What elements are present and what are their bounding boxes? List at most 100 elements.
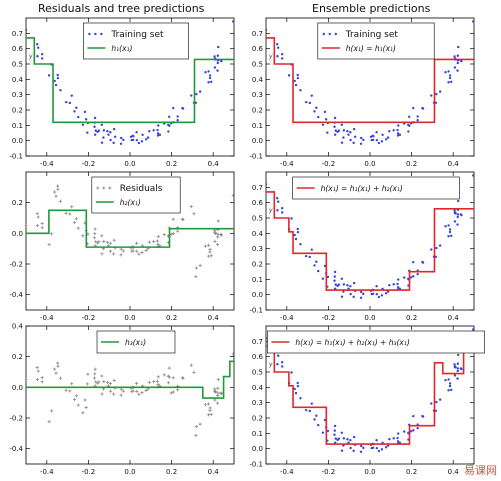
training-point [112, 141, 115, 145]
training-point [172, 106, 175, 110]
training-point [412, 275, 415, 278]
training-point [36, 46, 40, 49]
training-point [97, 129, 101, 132]
training-point [280, 365, 284, 368]
y-tick-label: 0.2 [12, 107, 23, 115]
training-point [40, 57, 44, 60]
training-point [340, 141, 344, 144]
training-point [456, 367, 460, 370]
training-point [293, 233, 296, 237]
training-point [430, 248, 433, 251]
training-point [100, 141, 104, 144]
training-point [323, 110, 327, 114]
training-point [280, 57, 284, 60]
training-point [434, 255, 438, 259]
training-point [276, 46, 280, 49]
training-point [137, 141, 141, 145]
training-point [102, 136, 105, 139]
training-point [326, 429, 330, 433]
legend-box [96, 330, 176, 354]
training-point [386, 290, 390, 293]
training-point [132, 134, 135, 138]
legend-label: Training set [110, 30, 164, 40]
training-point [129, 135, 133, 139]
training-point [360, 444, 363, 448]
training-point [276, 209, 279, 212]
training-point [447, 224, 450, 227]
training-point [435, 92, 438, 96]
training-point [434, 409, 438, 413]
y-tick-label: 0.6 [252, 199, 264, 207]
training-point [371, 446, 375, 449]
training-point [333, 424, 337, 428]
right-column-title: Ensemble predictions [312, 2, 431, 15]
training-point [64, 100, 68, 104]
y-tick-label: -0.1 [249, 307, 263, 315]
training-point [456, 362, 460, 365]
training-point [392, 283, 395, 286]
chart-panel-bottom-left: -0.4 -0.2 0.0 0.2 0.4 -0.4 -0.2 0.0 0.2 0.4 h₃(x₁) [9, 323, 235, 476]
training-point [371, 138, 375, 141]
training-point [135, 130, 138, 134]
x-tick-label: 0.0 [124, 468, 135, 476]
training-point [453, 211, 457, 215]
training-point [416, 118, 419, 122]
training-point [453, 365, 457, 369]
training-point [447, 378, 450, 381]
training-point [140, 140, 144, 143]
training-point [346, 284, 349, 287]
x-tick-label: 0.2 [166, 160, 177, 168]
training-point [26, 28, 28, 32]
training-point [384, 292, 388, 295]
y-tick-label: 0.4 [12, 323, 24, 331]
training-point [119, 142, 123, 145]
training-point [299, 242, 302, 246]
training-point [216, 54, 220, 57]
training-point [438, 244, 442, 247]
training-point [396, 132, 400, 135]
training-point [353, 135, 357, 138]
training-point [447, 389, 450, 392]
training-point [397, 124, 400, 127]
training-point [102, 129, 106, 132]
y-tick-label: 0.0 [12, 384, 23, 392]
x-tick-label: 0.4 [448, 468, 460, 476]
training-point [444, 225, 447, 228]
training-point [472, 328, 474, 331]
x-tick-label: 0.2 [166, 468, 177, 476]
training-point [276, 55, 279, 58]
training-point [372, 134, 375, 138]
training-point [386, 136, 390, 139]
training-point [430, 402, 433, 405]
training-point [349, 130, 352, 134]
training-point [371, 292, 375, 295]
training-point [333, 275, 336, 278]
y-axis-label: y [268, 53, 273, 60]
training-point [217, 45, 220, 49]
training-point [438, 398, 442, 401]
training-point [266, 182, 268, 186]
y-tick-label: 0.6 [252, 353, 264, 361]
training-point [375, 438, 378, 442]
x-tick-label: -0.2 [322, 314, 336, 322]
x-tick-label: 0.2 [406, 314, 417, 322]
training-point [84, 118, 88, 121]
training-point [396, 440, 400, 443]
training-point [412, 429, 415, 432]
training-point [360, 136, 363, 140]
training-point [450, 234, 453, 238]
training-point [304, 408, 308, 412]
training-point [83, 110, 87, 114]
training-point [412, 414, 415, 418]
training-point [447, 81, 450, 84]
y-tick-label: 0.4 [252, 384, 264, 392]
y-tick-label: 0.2 [12, 353, 23, 361]
training-point [213, 55, 216, 58]
training-point [333, 125, 336, 128]
legend-label: h₃(x₁) [125, 338, 146, 347]
training-point [342, 444, 345, 447]
training-point [157, 124, 160, 127]
training-point [216, 61, 219, 65]
training-point [59, 88, 62, 92]
legend-label: h₂(x₁) [120, 198, 141, 207]
